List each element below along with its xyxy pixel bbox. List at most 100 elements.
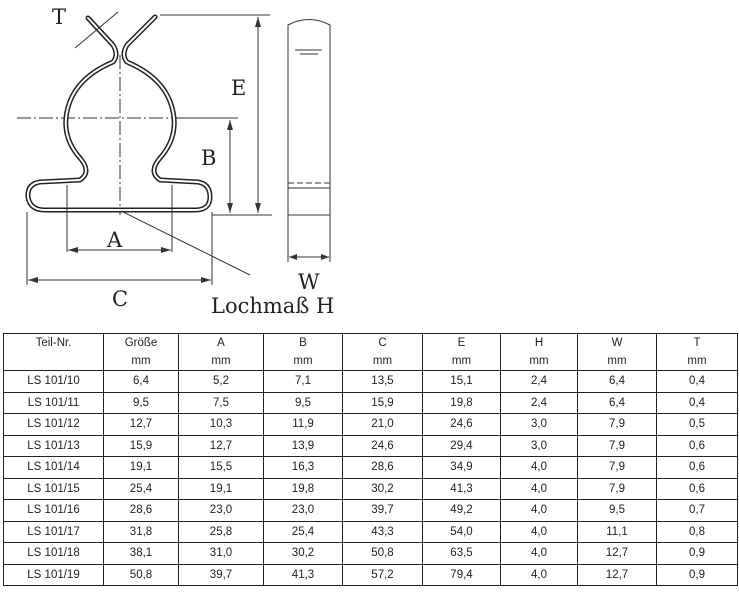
value-cell: 4,0 [500,520,578,543]
value-cell: 4,0 [500,456,578,479]
value-cell: 29,4 [422,434,501,457]
value-cell: 12,7 [577,563,657,586]
value-cell: 2,4 [500,370,578,393]
value-cell: 41,3 [263,563,343,586]
table-row: LS 101/10 6,4 5,2 7,1 13,5 15,1 2,4 6,4 0,4 [3,370,738,393]
table-row: LS 101/11 9,5 7,5 9,5 15,9 19,8 2,4 6,4 0,4 [3,391,738,414]
value-cell: 38,1 [103,542,179,565]
value-cell: 0,6 [656,477,738,500]
value-cell: 19,8 [422,391,501,414]
table-row: LS 101/13 15,9 12,7 13,9 24,6 29,4 3,0 7,9 0,6 [3,434,738,457]
label-e: E [231,76,246,100]
value-cell: 4,0 [500,563,578,586]
table-row: LS 101/17 31,8 25,8 25,4 43,3 54,0 4,0 11,1 0,8 [3,520,738,543]
value-cell: 19,8 [263,477,343,500]
column-unit: mm [342,352,423,371]
dimensions-table: Teil-Nr. Größe A B C E H W T mm mm mm mm mm mm mm mm LS… [3,333,738,586]
label-c: C [112,287,128,311]
value-cell: 12,7 [103,413,179,436]
value-cell: 23,0 [263,499,343,522]
part-number-cell: LS 101/17 [3,520,104,543]
value-cell: 10,3 [178,413,264,436]
part-number-cell: LS 101/18 [3,542,104,565]
clip-technical-drawing: T E B A C W Lochmaß H [17,5,334,318]
value-cell: 24,6 [422,413,501,436]
value-cell: 4,0 [500,542,578,565]
value-cell: 43,3 [342,520,423,543]
column-header: B [263,333,343,352]
value-cell: 28,6 [342,456,423,479]
label-hole-size: Lochmaß H [211,294,334,318]
value-cell: 79,4 [422,563,501,586]
value-cell: 54,0 [422,520,501,543]
part-number-cell: LS 101/12 [3,413,104,436]
column-header: Teil-Nr. [3,333,104,352]
column-unit: mm [422,352,501,371]
table-row: LS 101/12 12,7 10,3 11,9 21,0 24,6 3,0 7,9 0,5 [3,413,738,436]
part-number-cell: LS 101/10 [3,370,104,393]
value-cell: 0,4 [656,370,738,393]
table-row: LS 101/15 25,4 19,1 19,8 30,2 41,3 4,0 7,9 0,6 [3,477,738,500]
table-header-names: Teil-Nr. Größe A B C E H W T [3,333,738,352]
value-cell: 4,0 [500,499,578,522]
table-row: LS 101/14 19,1 15,5 16,3 28,6 34,9 4,0 7,9 0,6 [3,456,738,479]
value-cell: 4,0 [500,477,578,500]
part-number-cell: LS 101/13 [3,434,104,457]
column-header: Größe [103,333,179,352]
value-cell: 0,7 [656,499,738,522]
value-cell: 0,6 [656,434,738,457]
value-cell: 15,9 [103,434,179,457]
part-number-cell: LS 101/16 [3,499,104,522]
value-cell: 24,6 [342,434,423,457]
value-cell: 13,9 [263,434,343,457]
value-cell: 6,4 [577,370,657,393]
column-header: E [422,333,501,352]
value-cell: 11,1 [577,520,657,543]
table-row: LS 101/19 50,8 39,7 41,3 57,2 79,4 4,0 12,7 0,9 [3,563,738,586]
value-cell: 7,9 [577,434,657,457]
value-cell: 28,6 [103,499,179,522]
value-cell: 34,9 [422,456,501,479]
value-cell: 6,4 [103,370,179,393]
value-cell: 6,4 [577,391,657,414]
label-t: T [52,5,66,29]
part-number-cell: LS 101/19 [3,563,104,586]
label-b: B [201,146,216,170]
value-cell: 0,9 [656,542,738,565]
column-unit: mm [500,352,578,371]
value-cell: 7,9 [577,413,657,436]
value-cell: 25,8 [178,520,264,543]
part-number-cell: LS 101/14 [3,456,104,479]
value-cell: 15,9 [342,391,423,414]
part-number-cell: LS 101/15 [3,477,104,500]
value-cell: 0,9 [656,563,738,586]
column-unit: mm [178,352,264,371]
value-cell: 13,5 [342,370,423,393]
value-cell: 41,3 [422,477,501,500]
value-cell: 31,0 [178,542,264,565]
value-cell: 50,8 [103,563,179,586]
value-cell: 31,8 [103,520,179,543]
column-unit [3,352,104,371]
table-header-units: mm mm mm mm mm mm mm mm [3,352,738,371]
value-cell: 39,7 [342,499,423,522]
table-row: LS 101/18 38,1 31,0 30,2 50,8 63,5 4,0 12,7 0,9 [3,542,738,565]
value-cell: 7,9 [577,456,657,479]
table-row: LS 101/16 28,6 23,0 23,0 39,7 49,2 4,0 9,5 0,7 [3,499,738,522]
value-cell: 0,5 [656,413,738,436]
column-header: W [577,333,657,352]
value-cell: 3,0 [500,434,578,457]
part-number-cell: LS 101/11 [3,391,104,414]
label-a: A [106,228,123,252]
column-unit: mm [263,352,343,371]
value-cell: 7,9 [577,477,657,500]
value-cell: 30,2 [263,542,343,565]
value-cell: 39,7 [178,563,264,586]
label-w: W [298,270,320,294]
value-cell: 50,8 [342,542,423,565]
value-cell: 11,9 [263,413,343,436]
value-cell: 57,2 [342,563,423,586]
column-unit: mm [577,352,657,371]
value-cell: 0,4 [656,391,738,414]
column-unit: mm [656,352,738,371]
